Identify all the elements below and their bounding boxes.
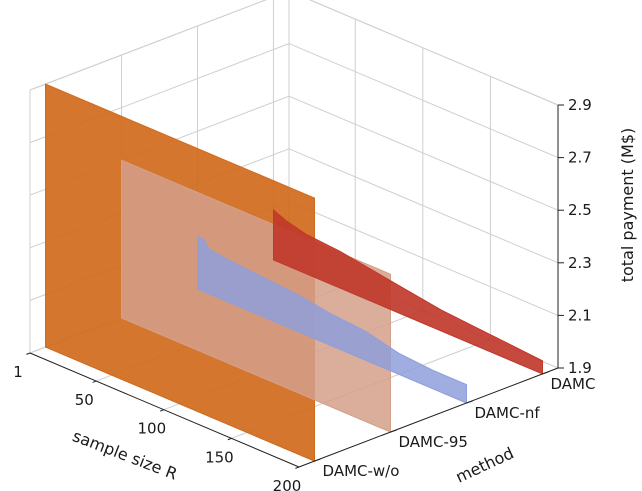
- x-tick: [160, 409, 165, 412]
- x-tick-label: 200: [273, 477, 302, 491]
- y-axis-line: [298, 367, 559, 468]
- x-tick: [92, 380, 97, 383]
- x-tick: [26, 352, 31, 355]
- pane-edge: [308, 0, 559, 106]
- back-gridline-z: [288, 148, 559, 264]
- x-tick: [227, 437, 232, 441]
- method-tick: [542, 371, 549, 375]
- method-tick: [466, 400, 473, 404]
- z-tick-label: 2.3: [568, 254, 592, 272]
- back-gridline-z: [288, 43, 559, 159]
- z-axis-label: total payment (M$): [618, 128, 637, 283]
- back-gridline-z: [288, 95, 559, 211]
- x-tick-label: 1: [13, 363, 23, 381]
- chart-series-areas: [45, 83, 543, 462]
- z-tick-label: 2.7: [568, 149, 592, 167]
- method-tick: [314, 458, 321, 462]
- series-area-damc-nf: [197, 235, 467, 404]
- back-gridline-z: [288, 200, 559, 316]
- z-tick-label: 2.1: [568, 306, 592, 324]
- method-tick-label: DAMC-95: [399, 433, 468, 451]
- method-tick-label: DAMC: [550, 375, 595, 393]
- z-tick-label: 1.9: [568, 359, 592, 377]
- chart-tick-labels: 150100150200DAMCDAMC-nfDAMC-95DAMC-w/o1.…: [13, 96, 595, 491]
- method-tick-label: DAMC-w/o: [323, 462, 400, 480]
- x-axis-line: [29, 352, 300, 468]
- x-tick-label: 50: [75, 391, 94, 409]
- z-tick-label: 2.9: [568, 96, 592, 114]
- method-tick: [390, 429, 397, 433]
- chart-axes: [26, 104, 564, 469]
- x-tick-label: 150: [205, 448, 234, 466]
- x-tick-label: 100: [138, 420, 167, 438]
- pane-edge: [29, 0, 267, 91]
- method-tick-label: DAMC-nf: [474, 404, 540, 422]
- z-tick-label: 2.5: [568, 201, 592, 219]
- x-tick: [295, 466, 300, 469]
